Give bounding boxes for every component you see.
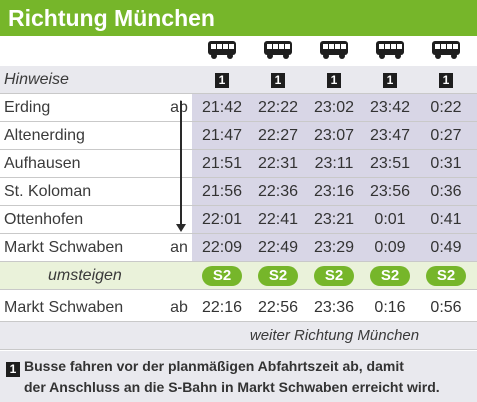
arrival-time: 0:49 [430,239,462,256]
departure-time: 22:41 [257,211,299,228]
stop-name: Altenerding [4,127,85,144]
stop-name: Markt Schwaben [4,299,124,316]
bus-icon [194,40,250,60]
transfer-row: umsteigen S2 S2 S2 S2 S2 [0,262,477,290]
arrival-time: 23:29 [313,239,355,256]
departure-time: 22:27 [257,127,299,144]
departure-time: 0:16 [374,299,406,316]
departure-time: 23:11 [314,155,354,172]
route-arrow-line [180,101,182,226]
stop-name: Ottenhofen [4,211,84,228]
bus-icon [362,40,418,60]
continue-label: weiter Richtung München [249,327,420,344]
departure-time: 22:31 [257,155,299,172]
departure-time: 23:02 [313,99,355,116]
departure-time: 23:51 [369,155,411,172]
note-marker: 1 [383,72,397,88]
table-row: St. Koloman 21:56 22:36 23:16 23:56 0:36 [0,178,477,206]
departure-time: 0:31 [430,155,462,172]
stop-name: St. Koloman [4,183,92,200]
note-marker: 1 [439,72,453,88]
ab-an-marker: an [170,239,188,256]
note-marker: 1 [271,72,285,88]
table-row: Markt Schwaben ab 22:16 22:56 23:36 0:16… [0,294,477,322]
departure-time: 23:36 [313,299,355,316]
departure-time: 23:42 [369,99,411,116]
note-marker: 1 [6,362,20,377]
note-marker: 1 [215,72,229,88]
table-row: Erding ab 21:42 22:22 23:02 23:42 0:22 [0,94,477,122]
departure-time: 0:56 [430,299,462,316]
departure-time: 0:22 [430,99,462,116]
arrow-down-icon [176,224,186,232]
departure-time: 21:56 [201,183,243,200]
s2-badge: S2 [314,266,354,286]
ab-an-marker: ab [170,299,188,316]
arrival-time: 22:49 [257,239,299,256]
s2-badge: S2 [202,266,242,286]
departure-time: 21:51 [201,155,243,172]
departure-time: 0:01 [374,211,406,228]
departure-time: 0:36 [430,183,462,200]
hints-row: Hinweise 1 1 1 1 1 [0,66,477,94]
transfer-label: umsteigen [48,267,122,284]
bus-icon [250,40,306,60]
bus-icon [418,40,474,60]
departure-time: 23:47 [369,127,411,144]
footnote-text-line2: der Anschluss an die S-Bahn in Markt Sch… [24,379,440,395]
departure-time: 21:47 [201,127,243,144]
footnote-text-line1: Busse fahren vor der planmäßigen Abfahrt… [24,358,404,374]
departure-time: 23:56 [369,183,411,200]
stop-name: Markt Schwaben [4,239,124,256]
departure-time: 22:36 [257,183,299,200]
table-row: Markt Schwaben an 22:09 22:49 23:29 0:09… [0,234,477,262]
stop-name: Aufhausen [4,155,81,172]
departure-time: 23:07 [313,127,355,144]
departure-time: 22:01 [201,211,243,228]
continue-row: weiter Richtung München [0,322,477,350]
s2-badge: S2 [426,266,466,286]
table-row: Altenerding 21:47 22:27 23:07 23:47 0:27 [0,122,477,150]
s2-badge: S2 [370,266,410,286]
departure-time: 23:21 [313,211,355,228]
departure-time: 21:42 [201,99,243,116]
times-column-shade [192,94,477,265]
departure-time: 23:16 [313,183,355,200]
arrival-time: 22:09 [201,239,243,256]
departure-time: 0:27 [430,127,462,144]
ab-an-marker: ab [170,99,188,116]
departure-time: 22:16 [201,299,243,316]
s2-badge: S2 [258,266,298,286]
bus-icon [306,40,362,60]
arrival-time: 0:09 [374,239,406,256]
departure-time: 0:41 [430,211,462,228]
stop-name: Erding [4,99,51,116]
note-marker: 1 [327,72,341,88]
table-row: Ottenhofen 22:01 22:41 23:21 0:01 0:41 [0,206,477,234]
timetable-title: Richtung München [0,0,477,36]
departure-time: 22:56 [257,299,299,316]
hints-label: Hinweise [4,71,69,88]
table-row: Aufhausen 21:51 22:31 23:11 23:51 0:31 [0,150,477,178]
departure-time: 22:22 [257,99,299,116]
footnote: 1 Busse fahren vor der planmäßigen Abfahr… [0,351,477,402]
